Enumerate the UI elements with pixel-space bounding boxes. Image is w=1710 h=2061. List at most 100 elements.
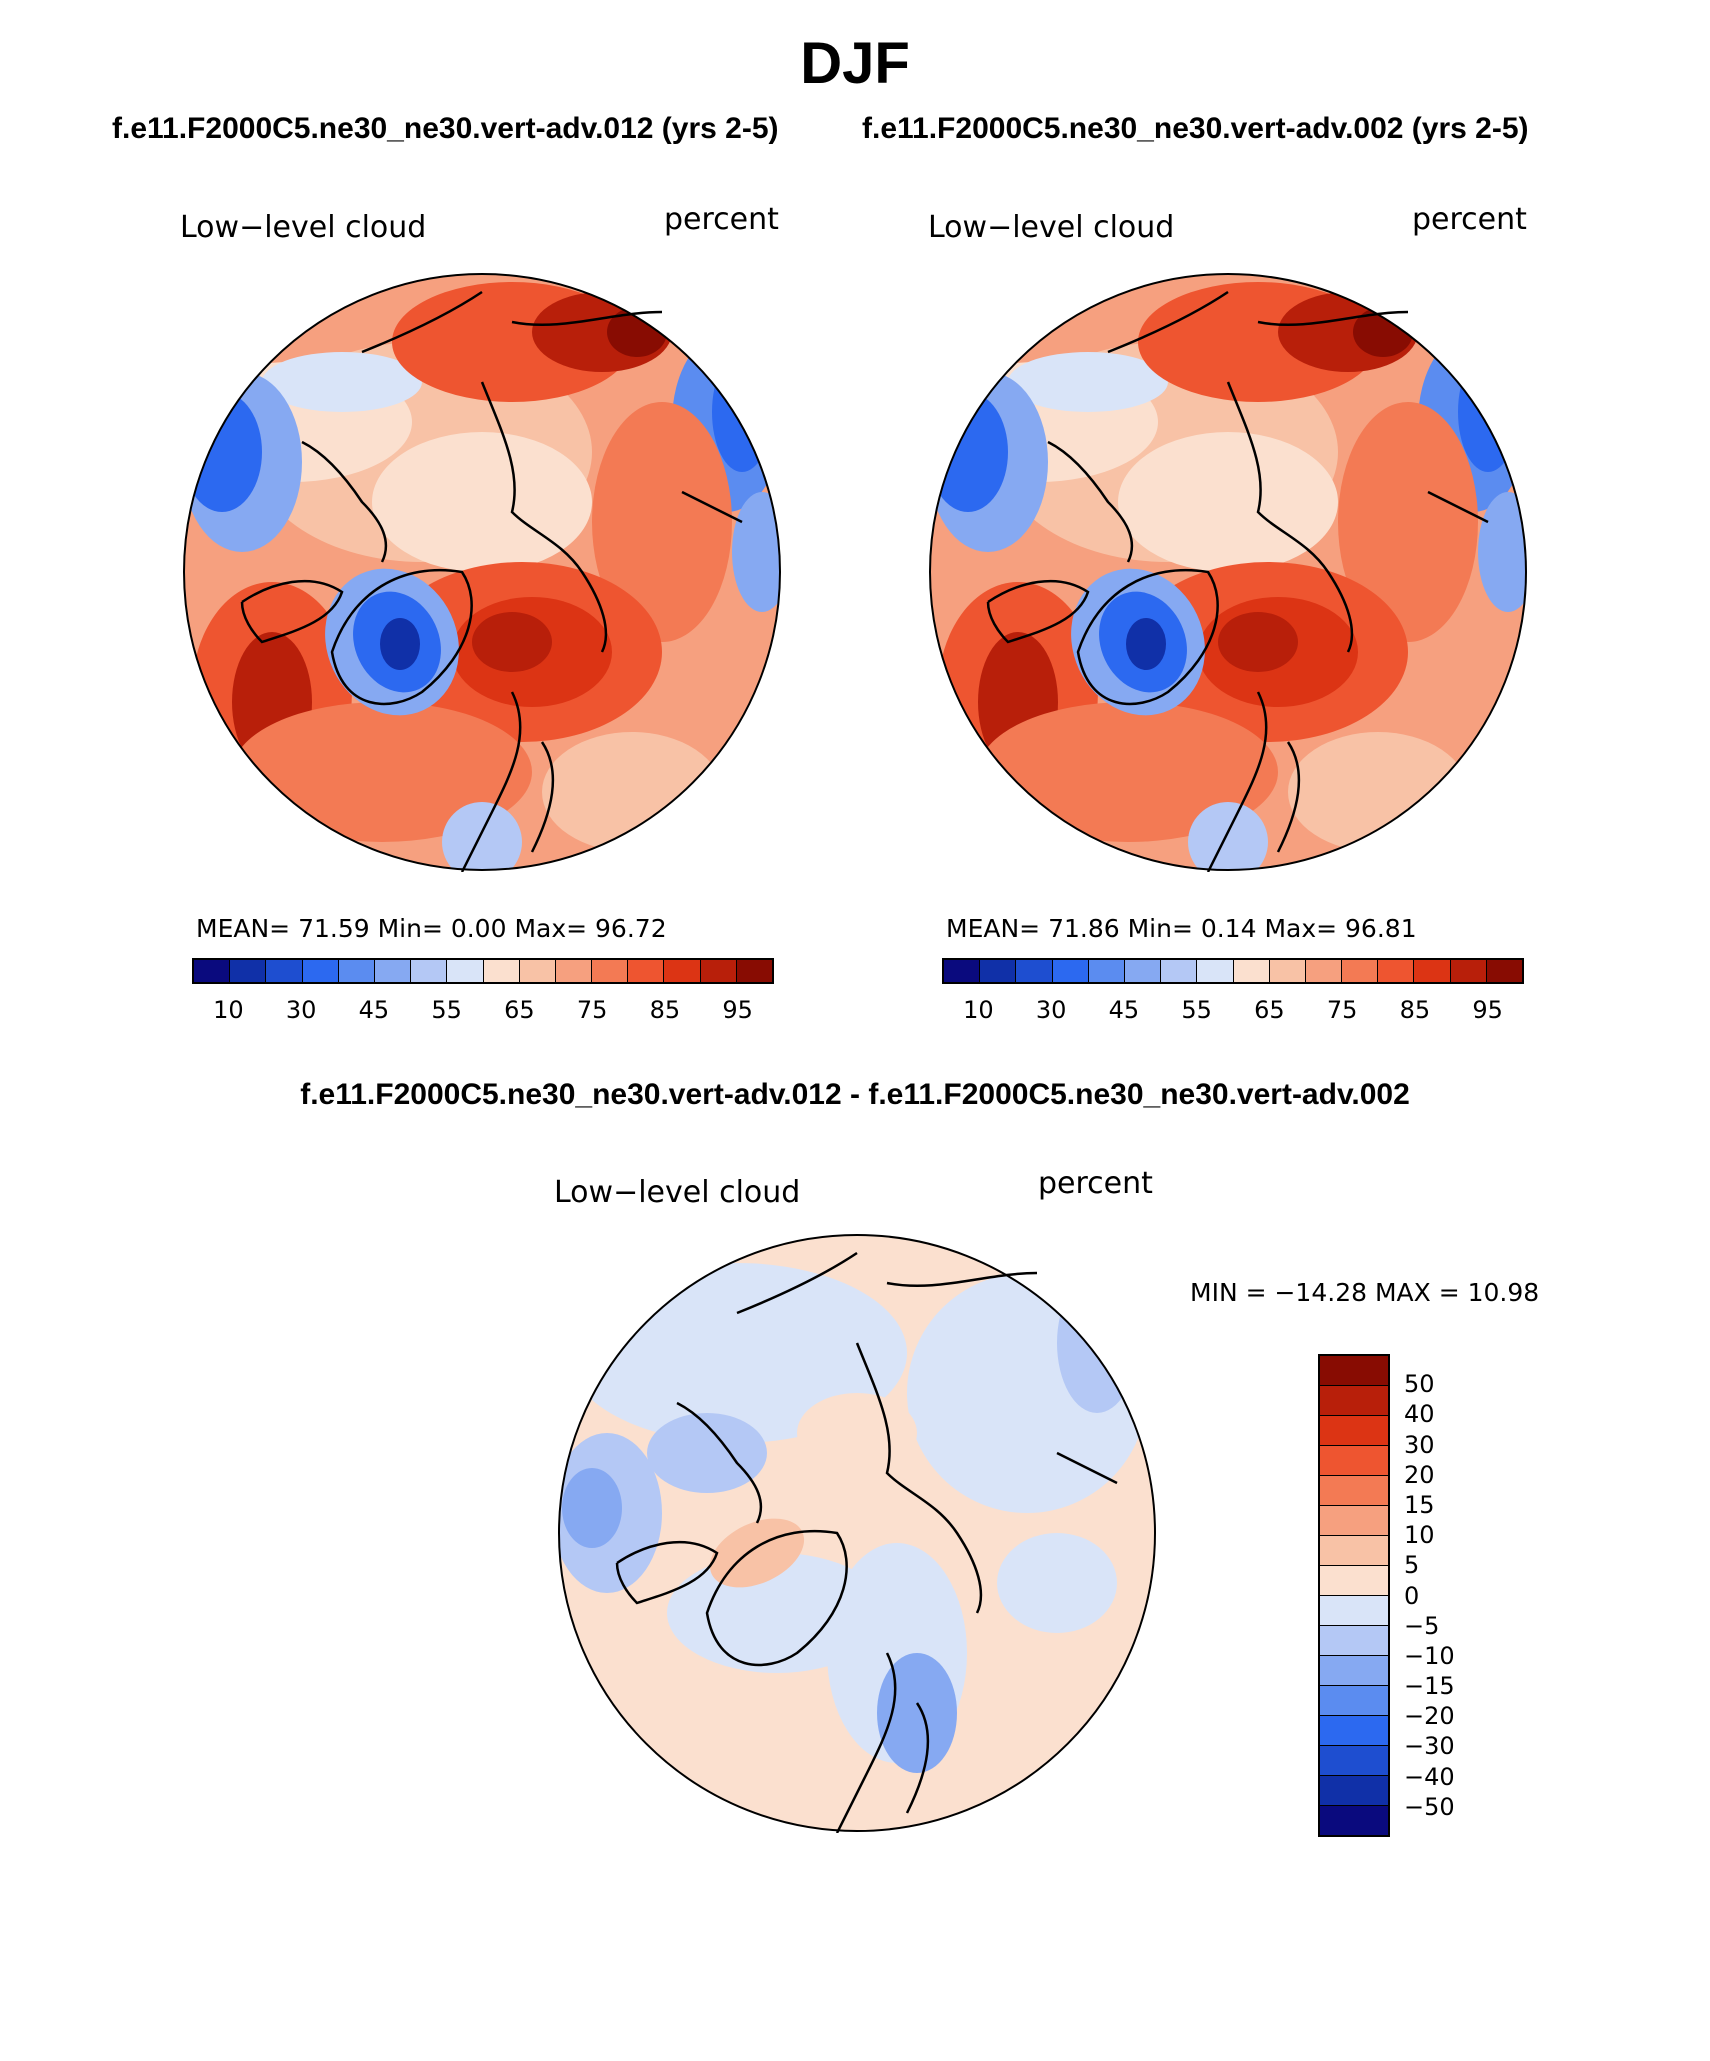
colorbar-swatch [736, 960, 772, 982]
map3-boundary [558, 1234, 1156, 1832]
colorbar-swatch [1124, 960, 1162, 982]
colorbar-swatch [1320, 1356, 1388, 1386]
colorbar-swatch [1320, 1596, 1388, 1626]
colorbar-swatch [628, 960, 665, 982]
colorbar-swatch [230, 960, 267, 982]
colorbar-swatch [1088, 960, 1125, 982]
figure-title: DJF [800, 31, 910, 96]
colorbar-tick-label: −50 [1404, 1792, 1455, 1821]
colorbar-swatch [1305, 960, 1343, 982]
colorbar-tick-label: 55 [1181, 996, 1212, 1024]
panel3-stats: MIN = −14.28 MAX = 10.98 [1190, 1278, 1540, 1307]
map3-coastlines [615, 1251, 1118, 1833]
colorbar-swatch [980, 960, 1017, 982]
colorbar-swatch [944, 960, 981, 982]
colorbar-swatch [1016, 960, 1053, 982]
colorbar-panel-1-ticks: 10 30 45 55 65 75 85 95 [192, 996, 774, 1026]
colorbar-tick-label: 40 [1404, 1400, 1435, 1429]
panel3-units-label: percent [1038, 1166, 1153, 1201]
colorbar-difference [1318, 1354, 1390, 1837]
colorbar-tick-label: −10 [1404, 1641, 1455, 1670]
map-panel-2 [929, 273, 1527, 872]
colorbar-swatch [1450, 960, 1487, 982]
colorbar-swatch [374, 960, 412, 982]
colorbar-tick-label: 75 [576, 996, 608, 1024]
colorbar-swatch [1320, 1776, 1388, 1806]
colorbar-swatch [592, 960, 629, 982]
colorbar-tick-label: 10 [1404, 1521, 1435, 1550]
colorbar-tick-label: 55 [431, 996, 462, 1024]
colorbar-tick-label: 45 [1108, 996, 1140, 1024]
colorbar-swatch [483, 960, 520, 982]
panel1-stats: MEAN= 71.59 Min= 0.00 Max= 96.72 [196, 914, 667, 943]
colorbar-swatch [1233, 960, 1270, 982]
case-title-left: f.e11.F2000C5.ne30_ne30.vert-adv.012 (yr… [112, 112, 779, 145]
colorbar-tick-label: −20 [1404, 1702, 1455, 1731]
colorbar-tick-label: 65 [504, 996, 535, 1024]
colorbar-swatch [1414, 960, 1451, 982]
colorbar-panel-1 [192, 958, 774, 984]
case-title-right: f.e11.F2000C5.ne30_ne30.vert-adv.002 (yr… [862, 112, 1529, 145]
colorbar-tick-label: 10 [963, 996, 994, 1024]
colorbar-swatch [1342, 960, 1379, 982]
colorbar-panel-2-ticks: 10 30 45 55 65 75 85 95 [942, 996, 1524, 1026]
panel2-stats: MEAN= 71.86 Min= 0.14 Max= 96.81 [946, 914, 1417, 943]
colorbar-swatch [700, 960, 737, 982]
colorbar-tick-label: 85 [1399, 996, 1431, 1024]
colorbar-swatch [519, 960, 556, 982]
colorbar-swatch [1197, 960, 1234, 982]
panel2-units-label: percent [1412, 202, 1527, 237]
colorbar-tick-label: 95 [1472, 996, 1503, 1024]
colorbar-swatch [266, 960, 303, 982]
colorbar-tick-label: −15 [1404, 1672, 1455, 1701]
colorbar-tick-label: 15 [1404, 1490, 1435, 1519]
colorbar-swatch [1320, 1536, 1388, 1566]
map-panel-difference [558, 1234, 1156, 1833]
colorbar-tick-label: 50 [1404, 1370, 1435, 1399]
colorbar-swatch [1320, 1416, 1388, 1446]
colorbar-swatch [447, 960, 484, 982]
colorbar-swatch [1320, 1746, 1388, 1776]
colorbar-tick-label: 30 [1035, 996, 1067, 1024]
colorbar-tick-label: 0 [1404, 1581, 1420, 1610]
colorbar-tick-label: 30 [1404, 1430, 1435, 1459]
colorbar-swatch [1486, 960, 1522, 982]
colorbar-swatch [1320, 1566, 1388, 1596]
map-panel-1 [183, 273, 781, 872]
colorbar-swatch [194, 960, 231, 982]
colorbar-swatch [1320, 1686, 1388, 1716]
panel3-variable-label: Low−level cloud [554, 1175, 801, 1210]
map3-field [559, 1235, 1155, 1831]
colorbar-panel-2 [942, 958, 1524, 984]
panel1-units-label: percent [664, 202, 779, 237]
colorbar-swatch [1320, 1506, 1388, 1536]
colorbar-tick-label: 45 [358, 996, 390, 1024]
map2-coastlines [986, 290, 1489, 872]
colorbar-tick-label: 95 [722, 996, 753, 1024]
map1-boundary [183, 273, 781, 871]
colorbar-tick-label: 10 [213, 996, 244, 1024]
colorbar-swatch [1320, 1476, 1388, 1506]
colorbar-tick-label: −40 [1404, 1762, 1455, 1791]
colorbar-tick-label: −30 [1404, 1732, 1455, 1761]
colorbar-swatch [1378, 960, 1415, 982]
colorbar-tick-label: 30 [285, 996, 317, 1024]
colorbar-swatch [1052, 960, 1089, 982]
map1-field [184, 274, 780, 870]
colorbar-swatch [1320, 1446, 1388, 1476]
colorbar-swatch [338, 960, 375, 982]
colorbar-tick-label: 75 [1326, 996, 1358, 1024]
colorbar-swatch [1320, 1806, 1388, 1835]
map2-field [930, 274, 1526, 870]
panel1-variable-label: Low−level cloud [180, 210, 427, 245]
colorbar-tick-label: −5 [1404, 1611, 1440, 1640]
colorbar-swatch [1161, 960, 1198, 982]
map1-coastlines [240, 290, 743, 872]
colorbar-tick-label: 20 [1404, 1460, 1435, 1489]
colorbar-swatch [555, 960, 593, 982]
colorbar-swatch [1320, 1626, 1388, 1656]
map2-boundary [929, 273, 1527, 871]
colorbar-swatch [1320, 1386, 1388, 1416]
difference-title: f.e11.F2000C5.ne30_ne30.vert-adv.012 - f… [300, 1078, 1410, 1111]
colorbar-swatch [302, 960, 339, 982]
